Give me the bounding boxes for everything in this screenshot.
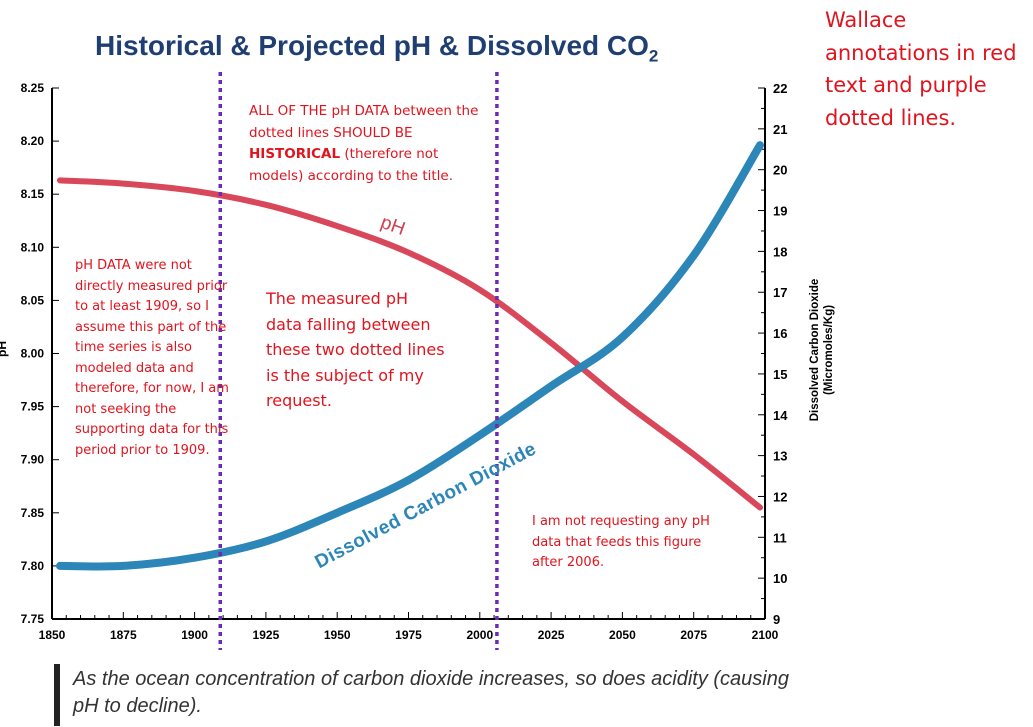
post-2006-annotation: I am not requesting any pH data that fee… <box>532 514 710 570</box>
figure-caption: As the ocean concentration of carbon dio… <box>73 668 789 717</box>
y-axis-right-label: Dissolved Carbon Dioxide (Micromoles/Kg) <box>809 278 835 422</box>
series-lines <box>56 141 764 571</box>
y-right-tick-label: 13 <box>773 449 787 464</box>
y-left-tick-label: 8.05 <box>21 293 45 307</box>
wallace-annotation: Wallace annotations in red text and purp… <box>825 8 1017 130</box>
pre-1909-annotation: pH DATA were not directly measured prior… <box>75 258 229 458</box>
y-left-tick-label: 8.25 <box>21 81 45 95</box>
x-tick-label: 1850 <box>39 628 66 642</box>
x-tick-label: 1975 <box>395 628 422 642</box>
y-right-tick-label: 21 <box>773 122 787 137</box>
y-left-tick-label: 7.85 <box>21 506 45 520</box>
y-left-tick-label: 7.95 <box>21 400 45 414</box>
historical-annotation: ALL OF THE pH DATA between the dotted li… <box>249 103 479 184</box>
x-tick-label: 2100 <box>752 628 779 642</box>
subject-annotation: The measured pH data falling between the… <box>266 289 445 410</box>
y-right-tick-label: 19 <box>773 204 787 219</box>
x-tick-label: 2025 <box>538 628 565 642</box>
y-left-tick-label: 8.20 <box>21 134 45 148</box>
y-axis-left-label: pH <box>0 341 9 357</box>
x-tick-label: 1950 <box>324 628 351 642</box>
y-right-tick-label: 15 <box>773 367 787 382</box>
y-right-tick-label: 20 <box>773 163 787 178</box>
y-right-tick-label: 10 <box>773 571 787 586</box>
x-tick-label: 2075 <box>680 628 707 642</box>
dotted-lines <box>218 72 499 650</box>
x-tick-label: 2000 <box>466 628 493 642</box>
y-left-tick-label: 8.15 <box>21 187 45 201</box>
x-tick-label: 1875 <box>110 628 137 642</box>
y-right-tick-label: 17 <box>773 285 787 300</box>
caption-bar <box>54 664 60 726</box>
y-right-tick-label: 11 <box>773 530 787 545</box>
y-left-tick-label: 8.10 <box>21 240 45 254</box>
ph-line <box>57 177 763 511</box>
chart-title: Historical & Projected pH & Dissolved CO… <box>95 30 659 66</box>
y-left-tick-label: 7.90 <box>21 453 45 467</box>
y-left-tick-label: 8.00 <box>21 347 45 361</box>
x-tick-label: 1900 <box>181 628 208 642</box>
y-right-tick-label: 12 <box>773 489 787 504</box>
y-left-tick-label: 7.75 <box>21 612 45 626</box>
y-right-tick-label: 18 <box>773 244 787 259</box>
y-right-tick-label: 9 <box>773 612 780 627</box>
co2-line <box>56 141 764 571</box>
y-right-tick-label: 16 <box>773 326 787 341</box>
ticks: 1850 1875 1900 1925 1950 1975 2000 2025 2050 2075… <box>21 81 789 642</box>
y-left-tick-label: 7.80 <box>21 559 45 573</box>
x-tick-label: 2050 <box>609 628 636 642</box>
x-tick-label: 1925 <box>253 628 280 642</box>
y-right-tick-label: 22 <box>773 81 787 96</box>
y-right-tick-label: 14 <box>773 408 788 423</box>
